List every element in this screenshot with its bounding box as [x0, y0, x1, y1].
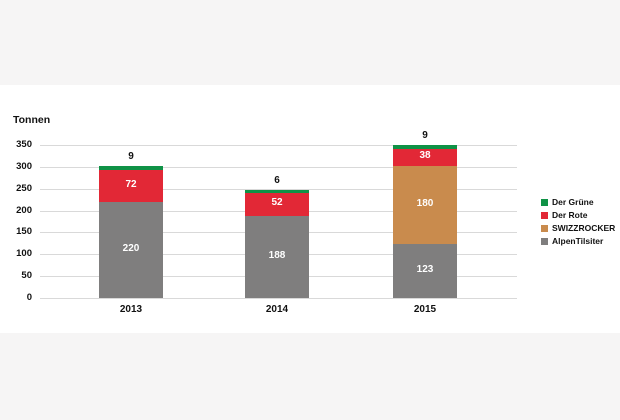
bar-segment-der-rote: 52 — [245, 193, 309, 216]
segment-value-label: 188 — [268, 249, 286, 261]
gridline-y350 — [40, 145, 517, 146]
y-tick-label: 100 — [16, 248, 32, 260]
x-tick-label: 2015 — [413, 304, 437, 315]
bar-segment-alpentilsiter: 123 — [393, 244, 457, 298]
segment-value-label: 220 — [122, 242, 140, 254]
y-tick-label: 350 — [16, 139, 32, 150]
legend-item: Der Rote — [541, 209, 615, 222]
x-tick-label: 2013 — [119, 304, 143, 315]
y-tick-label: 150 — [16, 226, 32, 238]
bar-segment-der-rote: 72 — [99, 170, 163, 202]
segment-value-label: 38 — [419, 150, 431, 162]
y-tick-label: 50 — [21, 270, 32, 282]
legend: Der Grüne Der Rote SWIZZROCKER AlpenTilsite… — [541, 196, 615, 248]
segment-value-label: 72 — [125, 179, 137, 191]
legend-label: Der Grüne — [552, 197, 594, 207]
gridline-y300 — [40, 166, 517, 168]
legend-swatch-icon — [541, 199, 548, 206]
y-tick-label: 0 — [26, 292, 32, 303]
bar-segment-der-grüne — [99, 166, 163, 171]
legend-label: SWIZZROCKER — [552, 223, 616, 233]
legend-item: Der Grüne — [541, 196, 615, 209]
bar-segment-der-grüne — [393, 145, 457, 149]
y-tick-label: 200 — [16, 204, 32, 216]
y-tick-label: 250 — [16, 182, 32, 194]
legend-item: SWIZZROCKER — [541, 222, 615, 235]
bar-top-value-label: 9 — [422, 130, 428, 141]
legend-item: AlpenTilsiter — [541, 235, 615, 248]
x-tick-label: 2014 — [265, 304, 289, 315]
bar-top-value-label: 6 — [274, 175, 280, 187]
bar-top-value-label: 9 — [128, 151, 134, 163]
gridline-y0 — [40, 298, 517, 299]
segment-value-label: 180 — [416, 197, 434, 209]
legend-swatch-icon — [541, 212, 548, 219]
bar-segment-alpentilsiter: 220 — [99, 201, 163, 298]
bar-segment-swizzrocker: 180 — [393, 165, 457, 245]
legend-swatch-icon — [541, 225, 548, 232]
legend-swatch-icon — [541, 238, 548, 245]
bar-segment-der-rote: 38 — [393, 148, 457, 166]
segment-value-label: 52 — [271, 197, 283, 209]
bar-segment-alpentilsiter: 188 — [245, 215, 309, 298]
legend-label: AlpenTilsiter — [552, 236, 604, 246]
bar-segment-der-grüne — [245, 190, 309, 194]
y-tick-label: 300 — [16, 160, 32, 172]
y-axis-title: Tonnen — [13, 114, 51, 126]
gridline-y250 — [40, 188, 517, 190]
segment-value-label: 123 — [416, 264, 434, 276]
legend-label: Der Rote — [552, 210, 588, 220]
